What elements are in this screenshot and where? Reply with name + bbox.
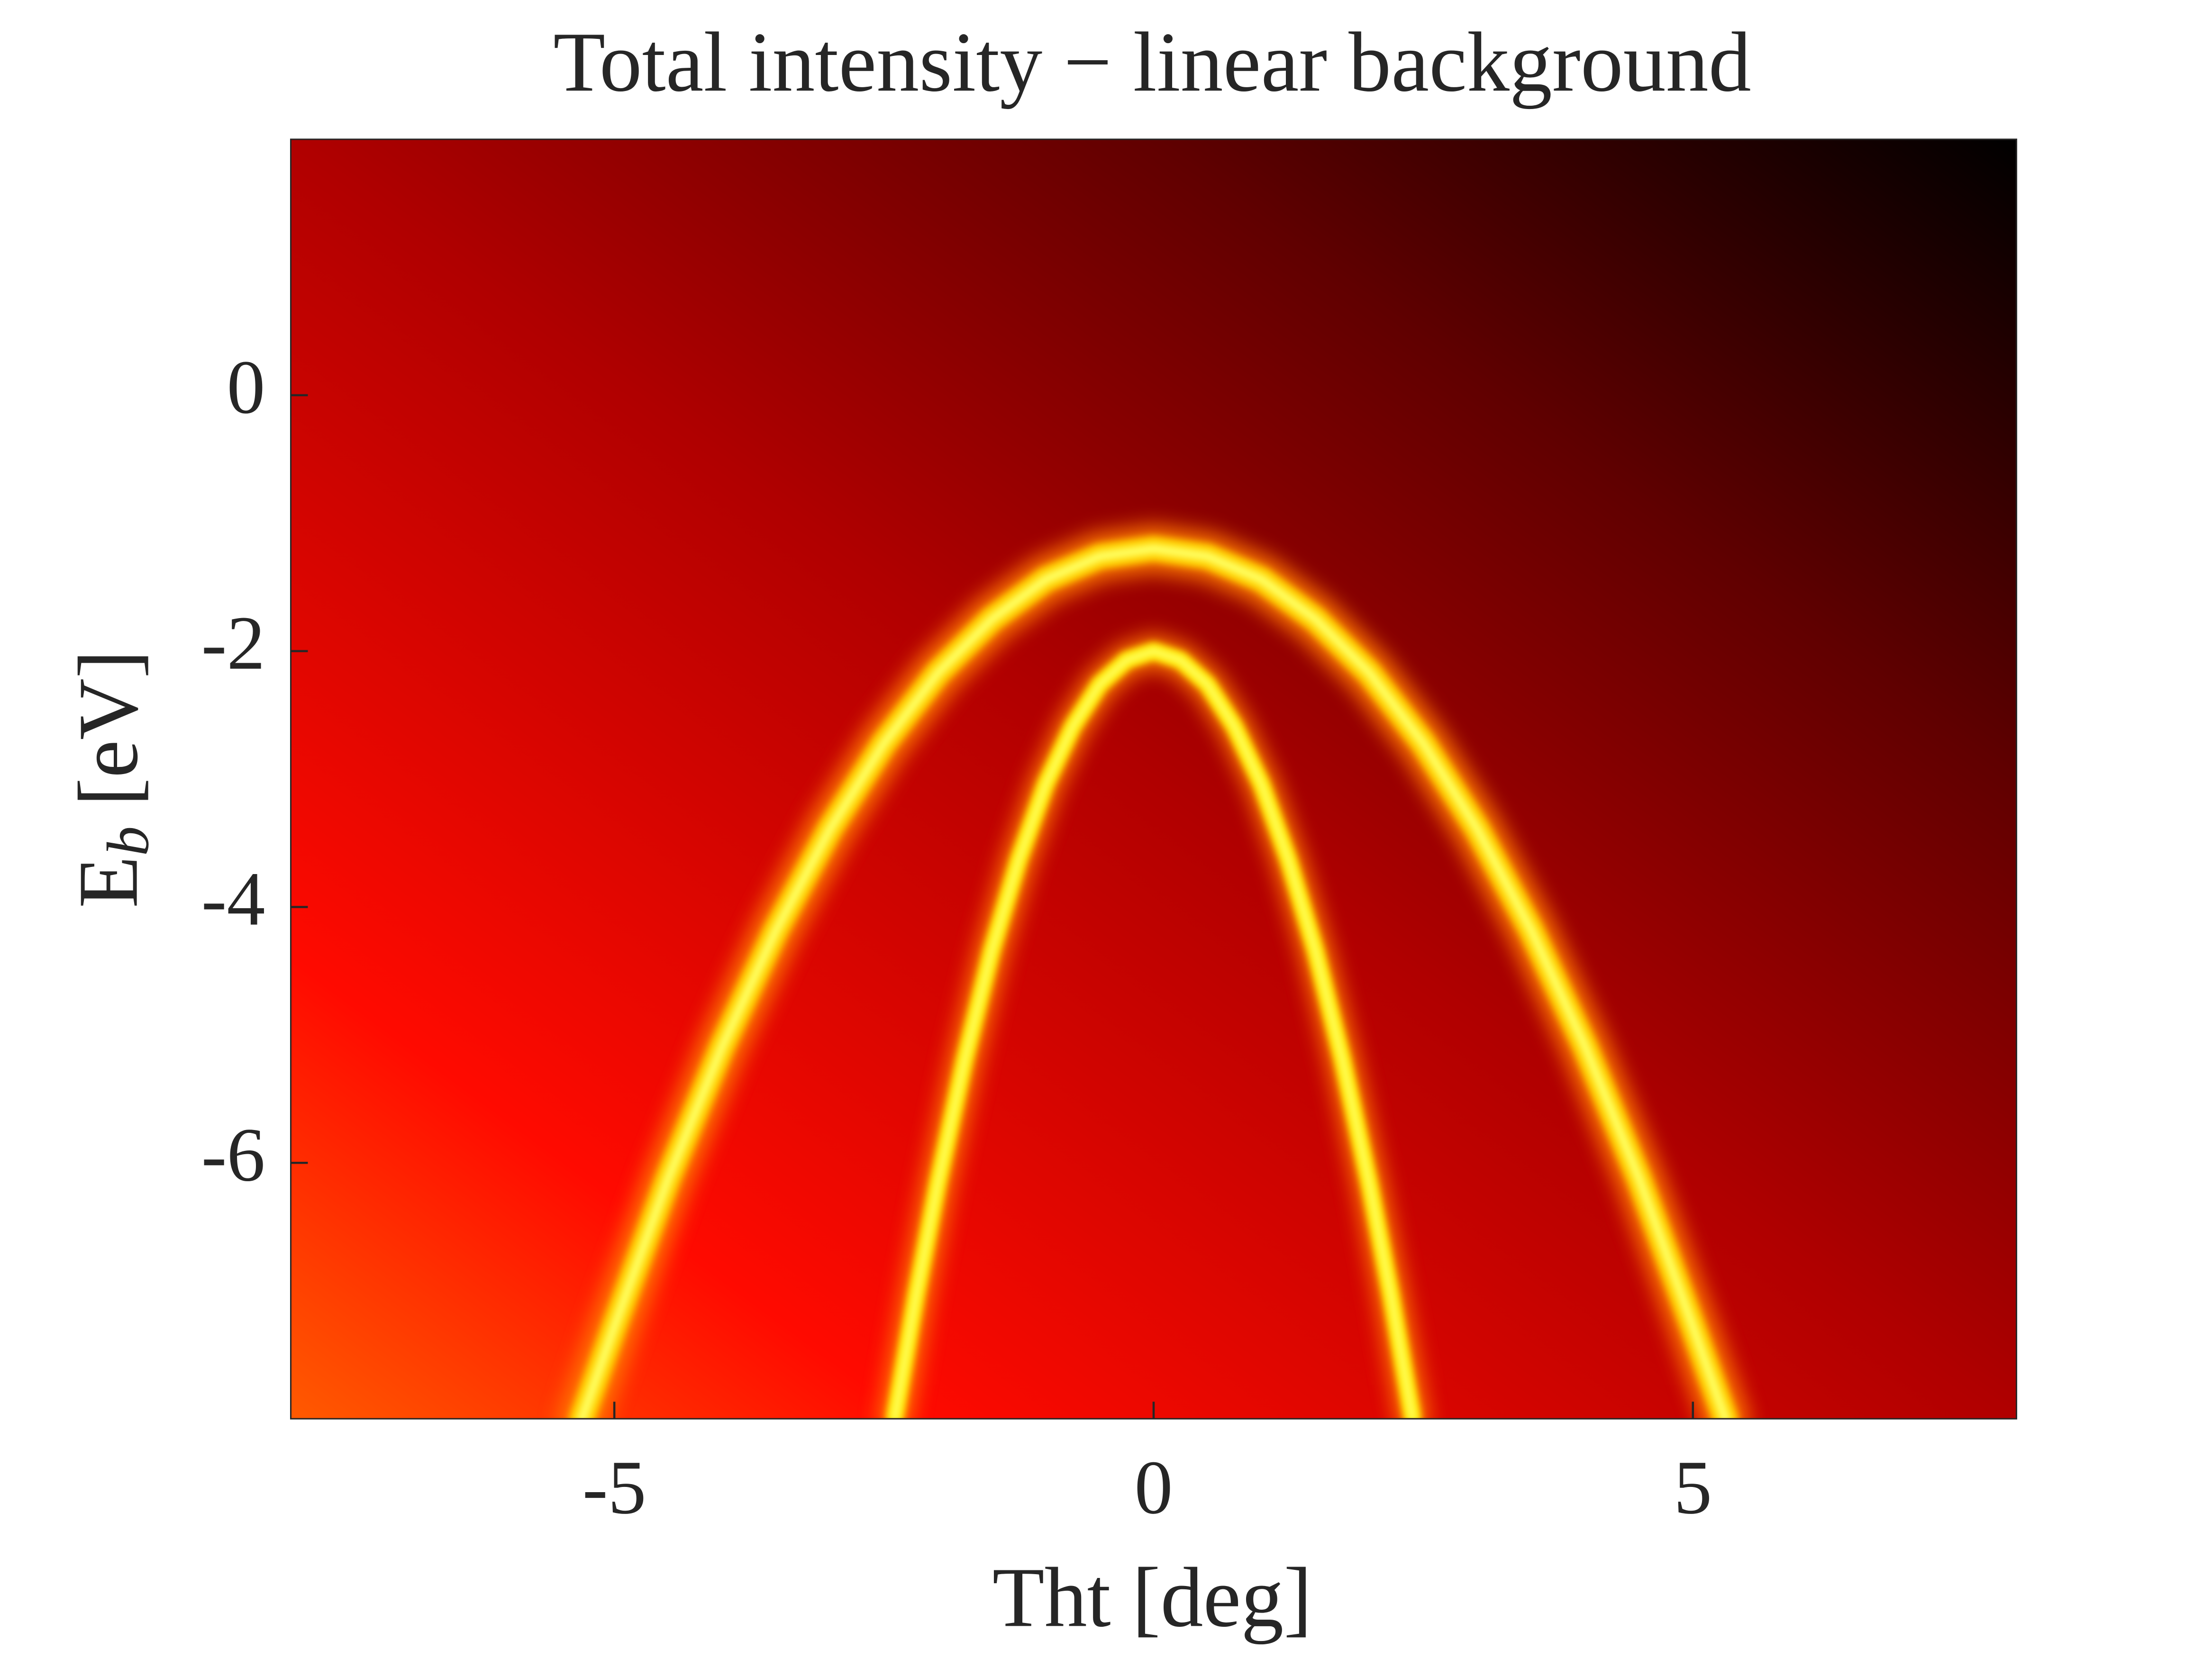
band-core xyxy=(577,544,1730,1419)
y-tick-label: 0 xyxy=(227,345,265,430)
y-tick-label: -2 xyxy=(201,601,265,686)
y-tick-label: -6 xyxy=(201,1112,265,1197)
y-axis-label: Eb [eV] xyxy=(61,650,162,908)
x-tick-label: 5 xyxy=(1674,1445,1712,1530)
plot-frame xyxy=(290,138,2017,1420)
band-core xyxy=(891,647,1416,1419)
y-tick-label: -4 xyxy=(201,857,265,942)
y-axis-label-subscript: b xyxy=(95,826,161,856)
plot-area xyxy=(557,524,1750,1419)
y-axis-label-main: E xyxy=(61,856,155,908)
y-axis-label-unit: [eV] xyxy=(61,650,155,806)
x-axis-label: Tht [deg] xyxy=(992,1550,1312,1644)
x-tick-label: -5 xyxy=(583,1445,646,1530)
chart-title: Total intensity − linear background xyxy=(553,15,1751,109)
x-tick-label: 0 xyxy=(1134,1445,1173,1530)
heatmap-background xyxy=(291,139,2017,1419)
